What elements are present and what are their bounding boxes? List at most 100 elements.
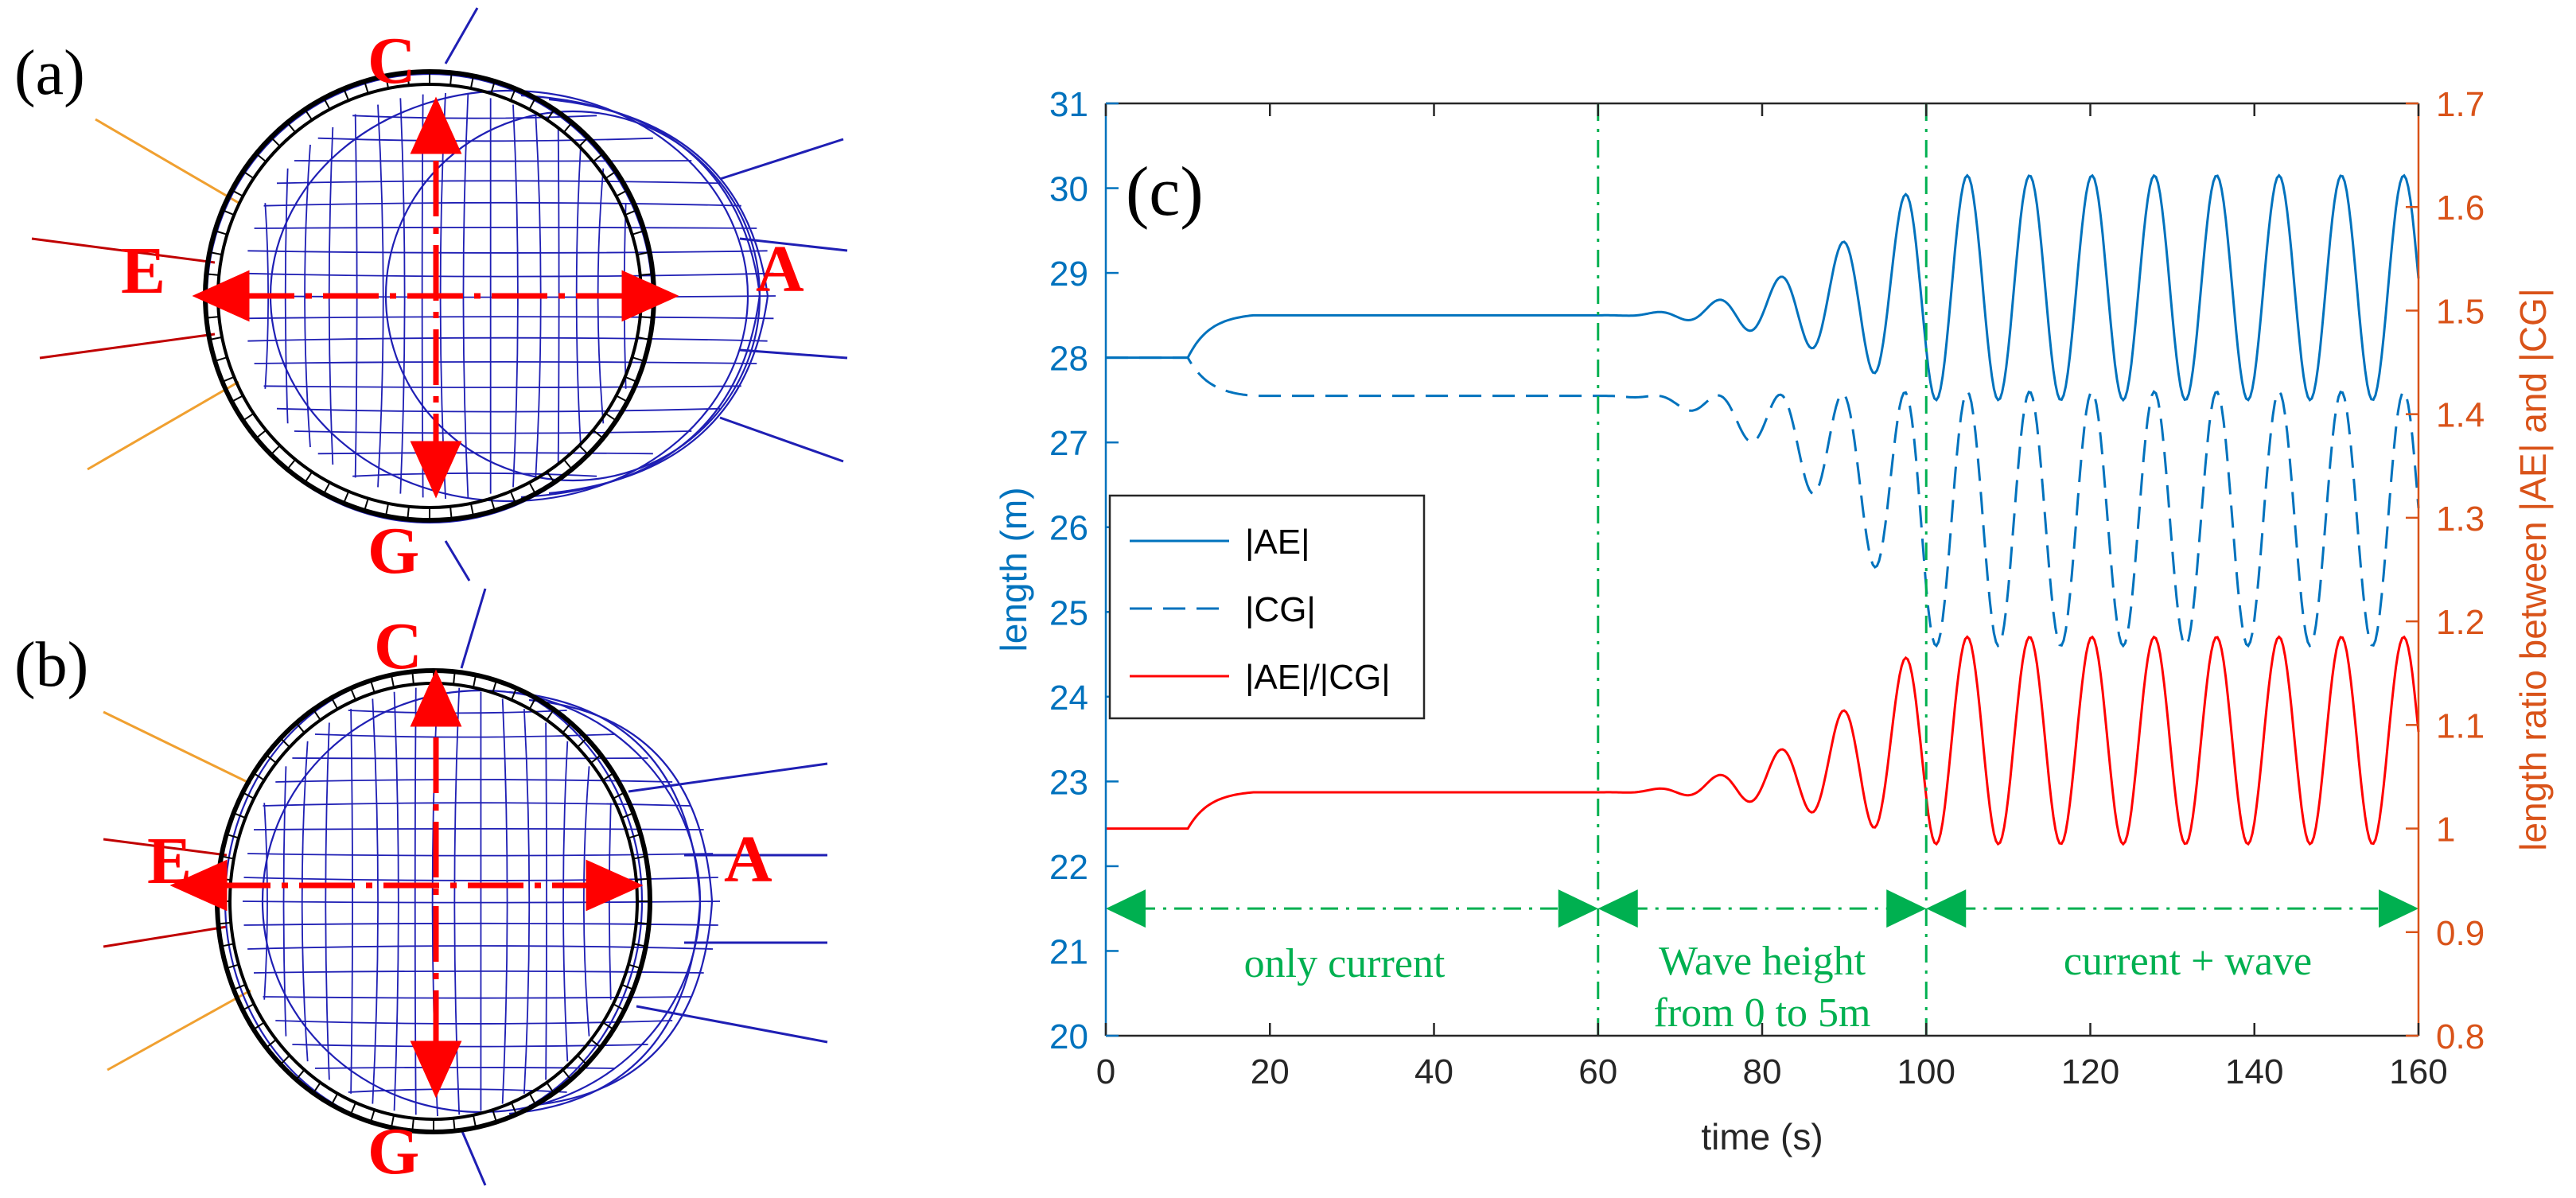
y-left-tick-label: 30 bbox=[1049, 170, 1088, 209]
ring-tick bbox=[449, 72, 453, 86]
net-mesh-row bbox=[247, 250, 768, 254]
x-tick-label: 20 bbox=[1251, 1052, 1290, 1091]
x-tick-label: 100 bbox=[1897, 1052, 1955, 1091]
legend-label-ae: |AE| bbox=[1245, 523, 1310, 562]
ring-tick bbox=[266, 1039, 277, 1048]
ring-tick bbox=[218, 921, 232, 925]
ring-tick bbox=[453, 1118, 456, 1131]
ring-tick bbox=[364, 498, 369, 511]
ring-tick bbox=[562, 722, 572, 733]
ring-tick bbox=[233, 812, 246, 819]
panel-a-label: (a) bbox=[14, 38, 85, 108]
ring-tick bbox=[214, 356, 228, 362]
series-line-cg bbox=[1106, 356, 2420, 648]
annotation-wave-height-line1: Wave height bbox=[1659, 939, 1866, 984]
ring-tick bbox=[632, 230, 645, 235]
net-mesh-column bbox=[453, 687, 461, 1115]
net-mesh-row bbox=[263, 201, 741, 207]
ring-tick bbox=[625, 209, 637, 216]
ring-tick bbox=[578, 445, 590, 456]
net-mesh-column bbox=[414, 687, 417, 1115]
ring-tick bbox=[511, 687, 518, 701]
ring-tick bbox=[628, 963, 641, 970]
ring-tick bbox=[349, 1102, 356, 1115]
ring-tick bbox=[221, 855, 235, 860]
panel-b-point-e: E bbox=[147, 824, 192, 898]
net-mesh-row bbox=[317, 137, 653, 142]
panel-c-chart: 0 20 40 60 80 100 120 140 1602021222324252627282… bbox=[993, 85, 2554, 1157]
y-left-tick-label: 26 bbox=[1049, 509, 1088, 548]
net-mesh-row bbox=[253, 970, 704, 974]
y-axis-right-label: length ratio between |AE| and |CG| bbox=[2512, 288, 2554, 851]
ring-tick bbox=[330, 697, 339, 710]
ring-tick bbox=[472, 1114, 477, 1128]
legend-label-ratio: |AE|/|CG| bbox=[1245, 658, 1391, 697]
y-right-tick-label: 1 bbox=[2436, 811, 2455, 850]
panel-a-point-e: E bbox=[121, 234, 165, 308]
ring-tick bbox=[632, 356, 645, 362]
net-mesh-column bbox=[399, 98, 406, 494]
ring-tick bbox=[528, 482, 536, 495]
panel-a-net-diagram: (a) bbox=[14, 7, 848, 588]
panel-b-point-c: C bbox=[374, 609, 422, 683]
ring-tick bbox=[605, 170, 617, 180]
ring-tick bbox=[209, 251, 223, 256]
axes-layer: 0 20 40 60 80 100 120 140 1602021222324252627282… bbox=[1049, 85, 2485, 1091]
ring-tick bbox=[640, 273, 653, 276]
panel-b-point-a: A bbox=[724, 823, 772, 897]
panel-a-point-g: G bbox=[368, 514, 419, 588]
y-right-tick-label: 0.8 bbox=[2436, 1017, 2485, 1056]
panel-b-ring-ticks bbox=[217, 671, 650, 1132]
ring-tick bbox=[632, 943, 646, 947]
net-mesh-row bbox=[276, 180, 721, 185]
net-mesh-column bbox=[582, 766, 590, 1037]
ring-tick bbox=[304, 471, 313, 484]
y-left-tick-label: 25 bbox=[1049, 593, 1088, 632]
y-right-tick-label: 1.2 bbox=[2436, 603, 2485, 642]
ring-tick bbox=[226, 963, 239, 970]
net-mesh-column bbox=[523, 709, 531, 1094]
y-left-tick-label: 21 bbox=[1049, 932, 1088, 971]
y-left-tick-label: 28 bbox=[1049, 340, 1088, 379]
ring-tick bbox=[233, 983, 246, 990]
net-mesh-row bbox=[275, 779, 673, 783]
net-mesh-row bbox=[263, 385, 741, 388]
ring-tick bbox=[364, 80, 369, 94]
ring-tick bbox=[492, 680, 497, 694]
y-right-tick-label: 0.9 bbox=[2436, 914, 2485, 953]
annotation-current-wave: current + wave bbox=[2064, 939, 2312, 984]
ring-tick bbox=[323, 97, 331, 110]
y-right-tick-label: 1.6 bbox=[2436, 189, 2485, 228]
ring-tick bbox=[407, 72, 410, 86]
series-line-ratio bbox=[1106, 635, 2420, 846]
ring-tick bbox=[590, 754, 601, 764]
ring-tick bbox=[343, 88, 350, 101]
ring-tick bbox=[562, 458, 573, 470]
annotation-only-current: only current bbox=[1244, 941, 1446, 986]
ring-tick bbox=[323, 482, 331, 495]
ring-tick bbox=[469, 503, 474, 516]
ring-tick bbox=[490, 498, 496, 511]
annotation-arrowhead-right bbox=[1558, 889, 1598, 928]
ring-tick bbox=[528, 697, 537, 710]
ring-tick bbox=[279, 1055, 290, 1065]
x-tick-label: 120 bbox=[2061, 1052, 2119, 1091]
panel-a-point-c: C bbox=[368, 24, 416, 98]
ring-tick bbox=[286, 122, 297, 134]
ring-tick bbox=[411, 1118, 414, 1131]
ring-tick bbox=[490, 80, 496, 94]
net-mesh-column bbox=[282, 766, 287, 1037]
ring-tick bbox=[562, 1069, 572, 1080]
ring-tick bbox=[528, 97, 536, 110]
panel-b-point-g: G bbox=[368, 1114, 419, 1188]
ring-tick bbox=[222, 375, 235, 383]
ring-tick bbox=[577, 1055, 588, 1065]
panel-a-point-a: A bbox=[756, 232, 804, 306]
ring-tick bbox=[370, 1109, 376, 1122]
ring-tick bbox=[279, 737, 290, 748]
ring-tick bbox=[562, 122, 573, 134]
net-mesh-row bbox=[275, 1020, 673, 1025]
net-mesh-column bbox=[462, 94, 469, 498]
ring-tick bbox=[231, 189, 243, 197]
net-mesh-row bbox=[243, 272, 774, 278]
